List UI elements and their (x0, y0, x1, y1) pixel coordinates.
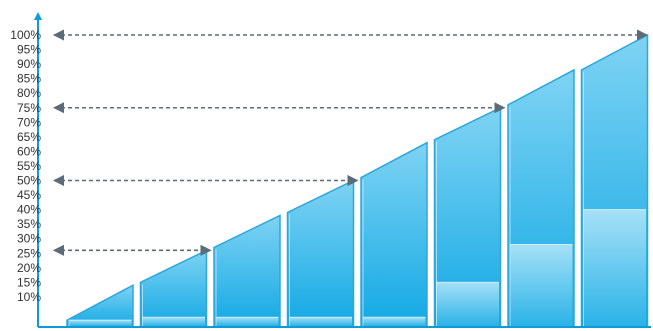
y-tick-label: 40% (17, 203, 41, 217)
bar-2 (139, 249, 208, 328)
y-tick-label: 95% (17, 43, 41, 57)
y-tick-label: 85% (17, 72, 41, 86)
bar-7 (507, 68, 575, 328)
y-axis-arrow-icon (34, 12, 42, 20)
bar-lower-band (362, 317, 426, 326)
bar-4 (286, 179, 355, 328)
bar-lower-band (509, 244, 573, 326)
bar-lower-band (142, 317, 205, 326)
bars-layer (66, 33, 649, 328)
axis-layer (34, 12, 651, 328)
bar-body (360, 141, 428, 328)
y-tick-label: 10% (17, 290, 41, 304)
bar-6 (433, 106, 502, 328)
y-tick-label: 30% (17, 232, 41, 246)
y-tick-label: 45% (17, 188, 41, 202)
y-tick-label: 65% (17, 130, 41, 144)
bar-lower-band (583, 209, 646, 326)
y-tick-label: 75% (17, 101, 41, 115)
y-tick-label: 20% (17, 261, 41, 275)
y-tick-label: 35% (17, 217, 41, 231)
y-tick-label: 70% (17, 115, 41, 129)
y-tick-label: 90% (17, 57, 41, 71)
bar-lower-band (68, 320, 132, 326)
bar-body (213, 214, 281, 328)
y-tick-label: 50% (17, 174, 41, 188)
bar-5 (360, 141, 428, 328)
bar-8 (580, 33, 649, 328)
y-tick-label: 80% (17, 86, 41, 100)
y-tick-label: 100% (10, 28, 41, 42)
bar-body (286, 179, 355, 328)
y-tick-label: 60% (17, 144, 41, 158)
bar-body (139, 249, 208, 328)
bar-3 (213, 214, 281, 328)
y-tick-label: 15% (17, 275, 41, 289)
guides-layer (52, 29, 649, 256)
y-tick-label: 55% (17, 159, 41, 173)
bar-lower-band (215, 317, 279, 326)
bar-1 (66, 284, 134, 328)
y-tick-labels: 10%15%20%25%30%35%40%45%50%55%60%65%70%7… (10, 28, 41, 304)
y-tick-label: 25% (17, 246, 41, 260)
bar-lower-band (289, 317, 352, 326)
bar-lower-band (436, 282, 499, 326)
